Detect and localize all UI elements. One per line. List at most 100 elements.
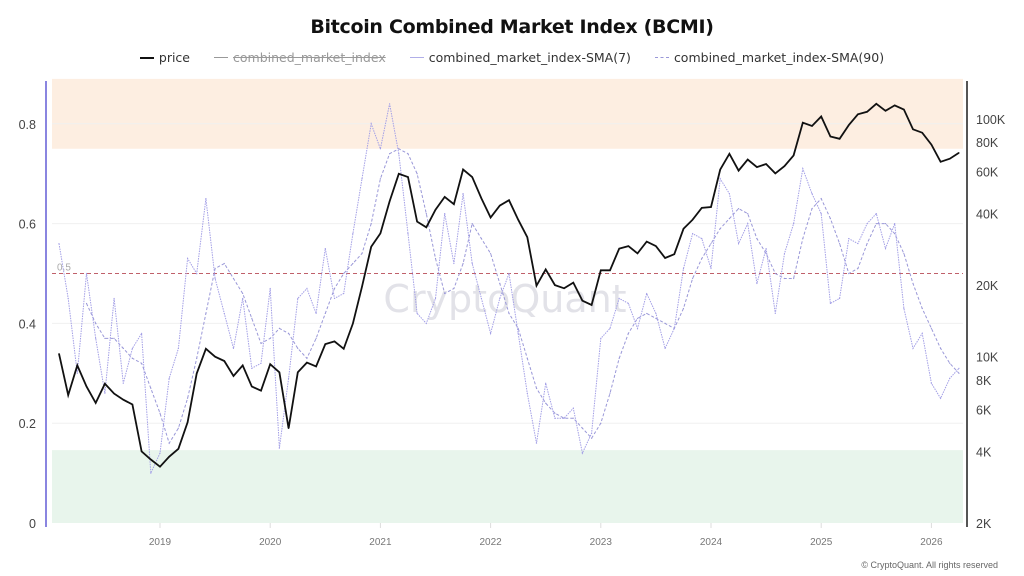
price-point [242,364,244,366]
sma90-point [921,307,923,310]
sma7-point [251,367,253,369]
sma90-point [939,347,942,349]
sma90-point [682,307,685,310]
sma90-point [820,198,822,200]
sma7-point [122,382,124,384]
price-point [499,205,501,207]
right-tick-label: 60K [976,166,999,180]
sma7-point [324,247,326,250]
price-point [857,113,859,115]
price-point [875,103,877,105]
sma90-point [884,223,887,225]
sma7-point [297,297,299,300]
sma7-point [333,297,336,300]
sma7-point [76,372,78,374]
sma7-point [490,332,492,334]
price-point [756,166,758,168]
sma90-point [636,317,639,320]
sma7-point [168,377,170,379]
sma7-point [214,277,216,280]
sma90-point [453,287,455,290]
price-point [471,176,473,178]
sma90-point [407,153,409,155]
price-point [719,169,721,171]
legend-item-price[interactable]: price [139,50,190,65]
sma7-point [875,213,877,215]
sma7-point [563,417,565,419]
sma7-point [581,452,584,454]
price-point [352,322,354,325]
price-point [168,456,170,458]
sma90-point [223,262,225,265]
sma90-point [95,322,97,324]
sma90-point [168,442,170,444]
legend-item-sma90[interactable]: combined_market_index-SMA(90) [654,50,884,65]
sma90-point [297,347,299,349]
price-point [848,124,850,126]
sma90-point [554,412,556,414]
sma7-point [747,223,749,225]
price-point [600,269,602,271]
sma90-point [251,317,253,320]
price-point [480,197,483,200]
price-point [416,221,418,223]
sma7-point [453,262,455,265]
price-point [682,228,685,230]
sma90-point [581,427,584,429]
sma7-point [150,472,152,474]
sma90-point [655,317,657,320]
sma90-point [425,213,427,215]
sma7-point [820,213,822,215]
sma90-point [398,148,400,150]
x-tick-label: 2023 [590,537,613,548]
sma90-point [600,422,602,424]
sma90-point [177,427,179,429]
sma7-point [315,312,317,315]
sma7-point [416,312,418,315]
sma7-point [278,447,280,449]
sma7-point [894,223,896,225]
price-point [581,300,584,302]
sma7-point [131,347,134,349]
sma90-point [141,362,143,364]
sma90-point [361,252,363,255]
sma90-point [747,213,749,215]
sma90-point [545,402,547,404]
right-tick-label: 8K [976,374,992,388]
price-point [425,226,427,228]
price-point [774,172,776,175]
sma7-point [388,103,391,105]
sma7-point [554,417,556,419]
sma7-point [462,193,464,195]
price-point [609,269,611,271]
sma7-point [361,178,363,180]
sma7-point [379,148,381,150]
price-point [517,219,519,221]
sma90-point [333,287,336,290]
sma90-point [85,302,88,305]
sma7-point [848,237,850,240]
legend-item-combined-market-index[interactable]: combined_market_index [214,50,386,65]
left-tick-label: 0.8 [19,118,36,132]
sma90-point [737,208,740,210]
sma7-point [811,193,813,195]
price-point [95,402,97,404]
price-point [223,360,225,362]
sma7-point [884,247,887,250]
sma90-point [471,223,473,225]
price-point [159,466,161,468]
legend-label: combined_market_index-SMA(7) [428,50,631,65]
left-tick-label: 0 [29,517,36,531]
legend-item-sma7[interactable]: combined_market_index-SMA(7) [409,50,631,65]
sma90-point [848,272,850,275]
sma90-point [526,357,528,359]
threshold-label: 0.5 [57,263,71,274]
sma90-point [416,173,418,175]
sma90-point [609,392,611,394]
price-point [655,245,657,247]
sma90-point [352,262,354,265]
sma7-point [728,193,730,195]
sma7-point [517,332,519,334]
sma7-point [177,347,179,349]
price-point [793,154,795,157]
